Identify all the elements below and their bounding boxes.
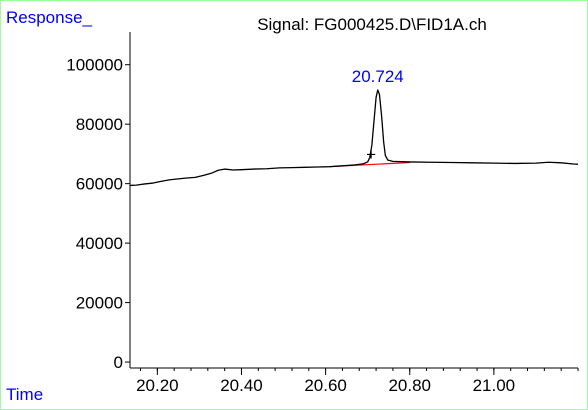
x-axis-label: Time [6, 385, 43, 404]
chart-title: Signal: FG000425.D\FID1A.ch [257, 15, 487, 34]
peak-labels: 20.724 [352, 67, 404, 86]
x-tick-label: 21.00 [473, 376, 516, 395]
peak-label: 20.724 [352, 67, 404, 86]
y-tick-label: 40000 [76, 234, 123, 253]
y-tick-label: 20000 [76, 294, 123, 313]
y-tick-label: 0 [114, 353, 123, 372]
x-tick-label: 20.20 [136, 376, 179, 395]
y-tick-label: 60000 [76, 175, 123, 194]
x-tick-label: 20.80 [388, 376, 431, 395]
y-axis-label: Response_ [6, 8, 93, 27]
x-tick-label: 20.60 [304, 376, 347, 395]
x-axis-ticks: 20.20 20.40 20.60 20.80 21.00 [136, 368, 579, 395]
y-axis-ticks: 0 20000 40000 60000 80000 100000 [66, 56, 130, 372]
peak-start-marker: + [366, 145, 376, 164]
y-tick-label: 80000 [76, 115, 123, 134]
peak-markers: + [366, 145, 376, 164]
x-tick-label: 20.40 [220, 376, 263, 395]
y-tick-label: 100000 [66, 56, 123, 75]
signal-trace [129, 89, 579, 187]
